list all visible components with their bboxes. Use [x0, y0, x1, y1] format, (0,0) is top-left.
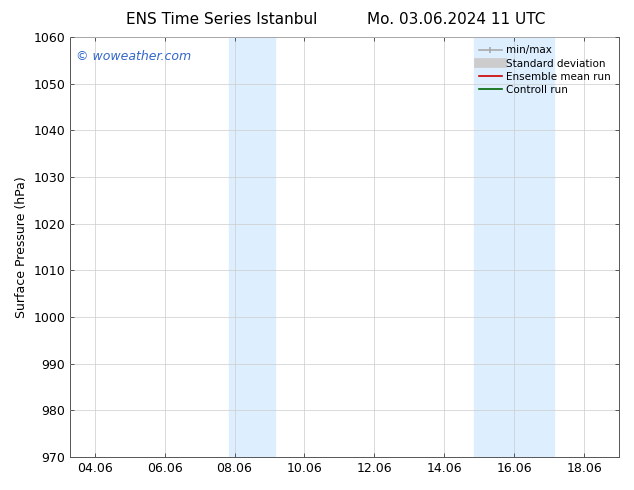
- Y-axis label: Surface Pressure (hPa): Surface Pressure (hPa): [15, 176, 28, 318]
- Text: Mo. 03.06.2024 11 UTC: Mo. 03.06.2024 11 UTC: [367, 12, 546, 27]
- Text: ENS Time Series Istanbul: ENS Time Series Istanbul: [126, 12, 318, 27]
- Bar: [474, 37, 554, 457]
- Text: © woweather.com: © woweather.com: [76, 50, 191, 63]
- Bar: [230, 37, 275, 457]
- Legend: min/max, Standard deviation, Ensemble mean run, Controll run: min/max, Standard deviation, Ensemble me…: [476, 42, 614, 98]
